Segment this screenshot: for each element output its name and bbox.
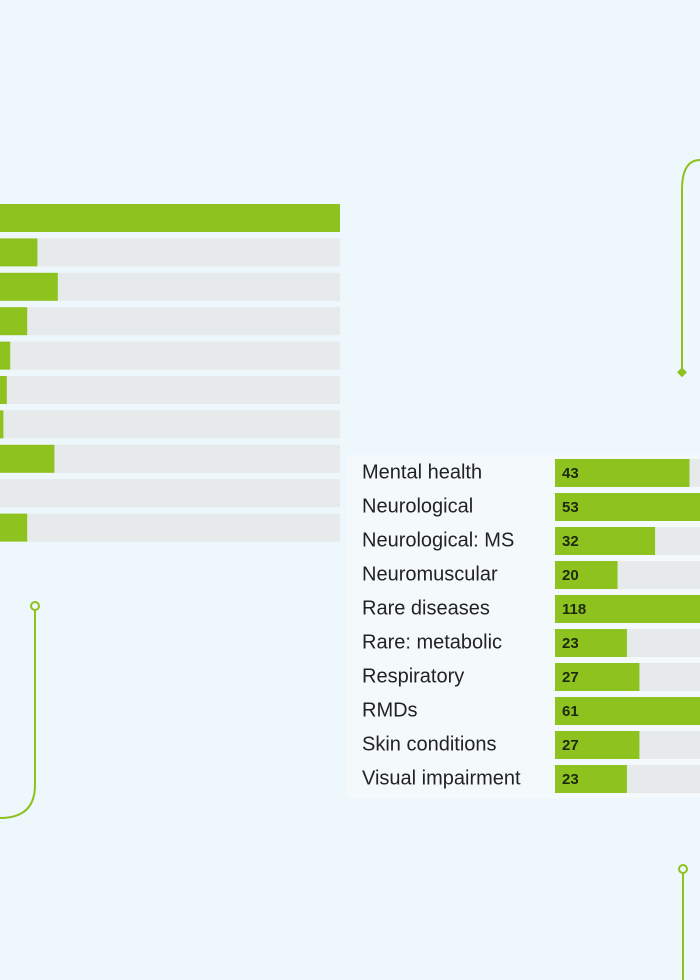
bar — [555, 595, 700, 623]
bar-track — [0, 513, 340, 542]
bar — [0, 307, 28, 336]
bar — [555, 493, 700, 521]
bar — [0, 444, 55, 473]
bar — [555, 561, 618, 589]
bar — [0, 513, 28, 542]
category-label: Respiratory — [362, 665, 464, 687]
value-label: 61 — [562, 703, 579, 720]
connector-end — [677, 367, 687, 378]
category-label: Neurological: MS — [362, 529, 514, 551]
bar — [0, 410, 4, 439]
category-label: Skin conditions — [362, 733, 497, 755]
bar-track — [0, 376, 340, 404]
bar-track — [0, 479, 340, 508]
category-label: Rare diseases — [362, 597, 490, 619]
connector-line — [0, 610, 36, 819]
bar — [555, 459, 690, 487]
category-label: Rare: metabolic — [362, 631, 502, 653]
bar — [0, 272, 58, 301]
value-label: 23 — [562, 635, 579, 652]
value-label: 32 — [562, 533, 579, 550]
bar-track — [0, 444, 340, 473]
bar — [555, 629, 627, 657]
bar-track — [0, 238, 340, 267]
category-label: Neuromuscular — [362, 563, 498, 585]
value-label: 23 — [562, 771, 579, 788]
value-label: 43 — [562, 465, 579, 482]
bar — [0, 341, 11, 370]
connector-end — [678, 864, 688, 874]
category-label: Mental health — [362, 461, 482, 483]
bar — [555, 765, 627, 793]
category-label: Visual impairment — [362, 767, 521, 789]
bar — [555, 731, 640, 759]
bar-track — [0, 307, 340, 336]
value-label: 118 — [562, 601, 586, 618]
charts: Mental health 43 Neurological 53 Neurologica… — [0, 204, 700, 793]
bar — [555, 527, 656, 555]
value-label: 20 — [562, 567, 579, 584]
connector-line — [681, 159, 700, 373]
bar — [0, 204, 340, 232]
category-label: RMDs — [362, 699, 418, 721]
bar — [555, 663, 640, 691]
value-label: 53 — [562, 499, 579, 516]
bar-track — [0, 341, 340, 370]
bar — [555, 697, 700, 725]
value-label: 27 — [562, 669, 579, 686]
bar-track — [0, 410, 340, 439]
category-label: Neurological — [362, 495, 473, 517]
bar — [0, 238, 38, 267]
connector-end — [30, 601, 40, 611]
value-label: 27 — [562, 737, 579, 754]
bar — [0, 376, 7, 404]
